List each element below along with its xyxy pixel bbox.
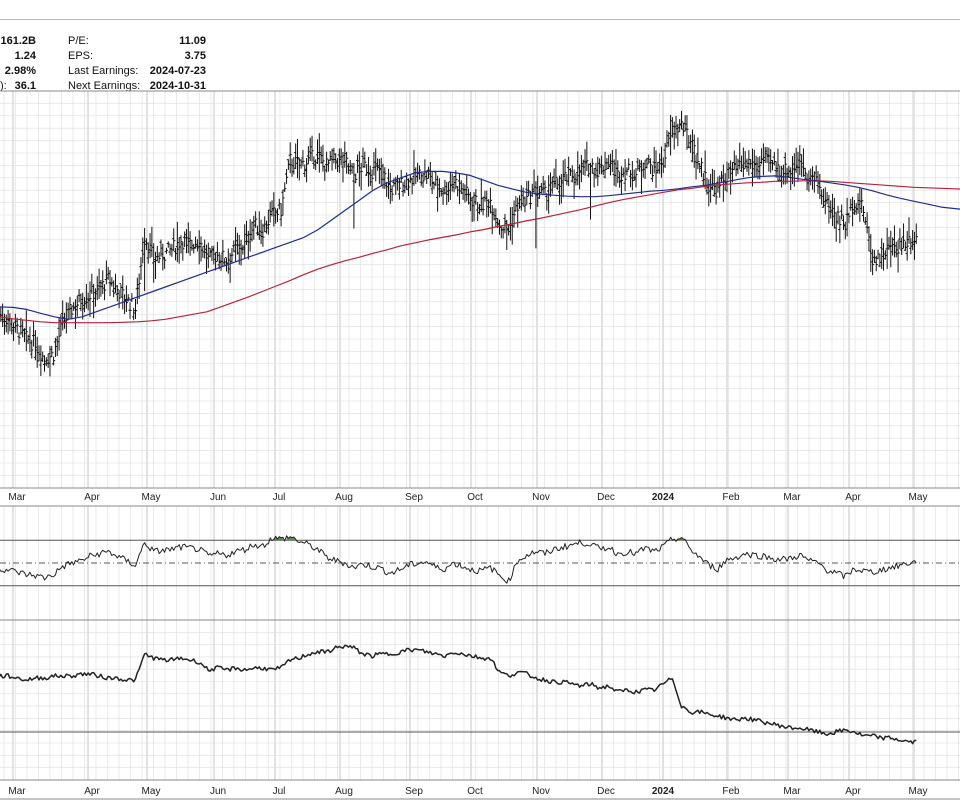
price-axis-tick-label: Feb: [722, 492, 740, 503]
price-axis-tick-label: Sep: [405, 492, 423, 503]
rs-axis-tick-label: May: [142, 786, 161, 797]
pe-value: 11.09: [179, 35, 206, 47]
price-axis-tick-label: Mar: [8, 492, 26, 503]
price-panel: [0, 90, 960, 489]
price-axis-tick-label: May: [909, 492, 928, 503]
rsi-overbought-fill: [677, 537, 686, 541]
eps-value: 3.75: [185, 50, 206, 62]
rs-axis-tick-label: Jun: [210, 786, 226, 797]
rs-axis-tick-label: Apr: [845, 786, 861, 797]
moving-average-short-line: [0, 170, 960, 320]
market-cap-value: 161.2B: [1, 35, 37, 47]
moving-average-long-line: [0, 180, 960, 324]
price-axis-tick-label: Aug: [335, 492, 353, 503]
relative-strength-x-axis: Mar Apr May Jun Jul Aug Sep Oct Nov Dec 2024 Feb Mar…: [0, 786, 960, 800]
beta-value: 1.24: [15, 50, 37, 62]
rs-axis-tick-label: Mar: [8, 786, 26, 797]
fundamentals-block: 161.2B 1.24 2.98% ): 36.1 P/E: 11.09 EPS…: [0, 35, 206, 92]
rs-axis-tick-label: Oct: [467, 786, 483, 797]
price-axis-tick-label: Jun: [210, 492, 226, 503]
price-axis-tick-label: May: [142, 492, 161, 503]
price-axis-tick-label: Oct: [467, 492, 483, 503]
rs-axis-tick-label: 2024: [652, 786, 675, 797]
rs-axis-tick-label: Apr: [84, 786, 100, 797]
rs-axis-tick-label: Jul: [273, 786, 286, 797]
last-earnings-value: 2024-07-23: [150, 65, 206, 77]
price-x-axis: Mar Apr May Jun Jul Aug Sep Oct Nov Dec 2024 Feb Mar…: [0, 487, 960, 507]
rsi-panel: [0, 505, 960, 621]
rs-axis-tick-label: Aug: [335, 786, 353, 797]
last-earnings-label: Last Earnings:: [68, 65, 138, 77]
price-axis-tick-label: 2024: [652, 492, 675, 503]
price-axis-tick-label: Dec: [597, 492, 615, 503]
next-earnings-label: Next Earnings:: [68, 80, 140, 92]
pe-label: P/E:: [68, 35, 89, 47]
short-interest-value: 36.1: [15, 80, 36, 92]
next-earnings-value: 2024-10-31: [150, 80, 206, 92]
price-bars: [0, 110, 918, 377]
relative-strength-line: [0, 644, 917, 745]
rs-axis-tick-label: Mar: [783, 786, 801, 797]
price-axis-tick-label: Nov: [532, 492, 550, 503]
price-axis-tick-label: Mar: [783, 492, 801, 503]
rs-axis-tick-label: May: [909, 786, 928, 797]
left-label-tail: ):: [0, 80, 7, 92]
rs-axis-tick-label: Dec: [597, 786, 615, 797]
eps-label: EPS:: [68, 50, 93, 62]
rs-axis-tick-label: Feb: [722, 786, 740, 797]
rsi-overbought-fill: [286, 535, 296, 541]
rs-axis-tick-label: Sep: [405, 786, 423, 797]
price-axis-tick-label: Apr: [84, 492, 100, 503]
rsi-line: [0, 535, 917, 584]
dividend-yield-value: 2.98%: [5, 65, 36, 77]
relative-strength-panel: [0, 619, 960, 781]
rs-axis-tick-label: Nov: [532, 786, 550, 797]
price-axis-tick-label: Apr: [845, 492, 861, 503]
price-axis-tick-label: Jul: [273, 492, 286, 503]
